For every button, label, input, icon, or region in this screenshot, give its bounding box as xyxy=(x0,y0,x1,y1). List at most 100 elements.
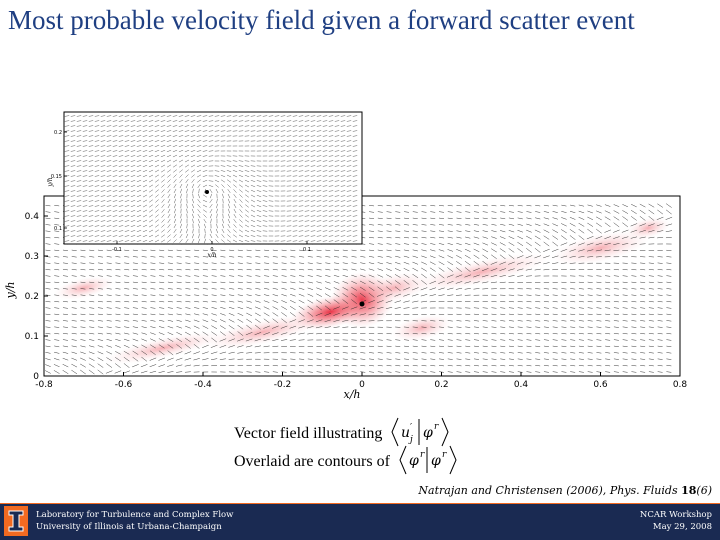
vector-arrow xyxy=(456,236,462,239)
vector-arrow xyxy=(535,333,541,335)
vector-arrow xyxy=(132,275,138,277)
vector-arrow xyxy=(631,307,637,309)
vector-arrow xyxy=(376,300,384,303)
inset-vector-arrow xyxy=(322,155,328,157)
vector-arrow xyxy=(508,365,514,367)
vector-arrow xyxy=(631,345,637,347)
vector-arrow xyxy=(263,294,270,297)
inset-vector-arrow xyxy=(214,125,220,127)
vector-arrow xyxy=(605,358,611,360)
vector-arrow xyxy=(45,224,51,226)
vector-arrow xyxy=(150,262,156,264)
vector-arrow xyxy=(194,249,200,251)
vector-arrow xyxy=(430,320,436,322)
vector-arrow xyxy=(552,223,559,227)
x-tick-label: -0.4 xyxy=(194,380,212,390)
vector-arrow xyxy=(526,301,532,303)
vector-arrow xyxy=(141,269,147,271)
vector-arrow xyxy=(561,365,567,367)
vector-arrow xyxy=(281,306,288,310)
vector-arrow xyxy=(508,320,514,322)
vector-arrow xyxy=(526,223,532,226)
vector-arrow xyxy=(368,300,375,304)
vector-arrow xyxy=(228,345,235,348)
vector-arrow xyxy=(324,287,331,291)
inset-vector-arrow xyxy=(70,120,76,122)
inset-vector-arrow xyxy=(142,150,148,152)
vector-arrow xyxy=(491,236,497,239)
vector-arrow xyxy=(604,204,611,207)
vector-arrow xyxy=(202,313,209,316)
vector-arrow xyxy=(657,288,663,290)
inset-vector-arrow xyxy=(328,115,334,117)
vector-arrow xyxy=(613,333,619,335)
vector-arrow xyxy=(45,217,51,219)
inset-vector-arrow xyxy=(256,225,262,227)
vector-arrow xyxy=(631,281,637,283)
vector-arrow xyxy=(88,345,95,348)
inset-vector-arrow xyxy=(76,210,82,212)
vector-arrow xyxy=(587,333,593,335)
vector-arrow xyxy=(605,365,611,367)
vector-arrow xyxy=(534,223,541,226)
inset-vector-arrow xyxy=(262,195,268,197)
inset-vector-arrow xyxy=(94,115,100,117)
vector-arrow xyxy=(176,326,182,329)
vector-arrow xyxy=(543,326,549,328)
inset-vector-arrow xyxy=(352,155,358,157)
vector-arrow xyxy=(404,352,410,354)
inset-vector-arrow xyxy=(316,170,322,172)
vector-arrow xyxy=(386,352,392,354)
inset-vector-arrow xyxy=(310,160,316,162)
vector-arrow xyxy=(299,358,305,360)
vector-arrow xyxy=(395,371,401,373)
vector-arrow xyxy=(412,243,418,245)
vector-arrow xyxy=(534,241,541,247)
inset-vector-arrow xyxy=(210,228,212,234)
vector-arrow xyxy=(666,345,672,347)
vector-arrow xyxy=(622,269,628,271)
vector-arrow xyxy=(482,320,488,322)
vector-arrow xyxy=(386,358,392,360)
inset-vector-arrow xyxy=(190,159,196,163)
vector-arrow xyxy=(526,345,532,347)
vector-arrow xyxy=(132,281,138,283)
vector-arrow xyxy=(657,262,663,264)
inset-vector-arrow xyxy=(172,149,178,153)
vector-arrow xyxy=(570,333,576,335)
vector-arrow xyxy=(481,268,489,272)
inset-vector-arrow xyxy=(76,135,82,137)
inset-vector-arrow xyxy=(244,179,250,183)
vector-arrow xyxy=(578,242,585,246)
vector-arrow xyxy=(465,224,471,226)
inset-vector-arrow xyxy=(154,125,160,127)
vector-arrow xyxy=(315,312,323,316)
vector-arrow xyxy=(114,370,122,374)
inset-vector-arrow xyxy=(124,130,130,132)
vector-arrow xyxy=(264,288,270,290)
inset-vector-arrow xyxy=(322,130,328,132)
inset-vector-arrow xyxy=(334,240,340,242)
inset-vector-arrow xyxy=(149,204,153,208)
vector-arrow xyxy=(176,307,182,309)
vector-arrow xyxy=(578,339,584,341)
inset-vector-arrow xyxy=(88,215,94,217)
vector-arrow xyxy=(430,224,436,226)
vector-arrow xyxy=(613,294,619,296)
vector-arrow xyxy=(386,268,392,271)
vector-arrow xyxy=(369,371,375,373)
inset-vector-arrow xyxy=(112,175,118,177)
vector-arrow xyxy=(106,301,112,303)
vector-arrow xyxy=(666,262,672,264)
inset-vector-arrow xyxy=(106,165,112,167)
vector-arrow xyxy=(62,256,68,258)
vector-arrow xyxy=(71,275,77,277)
vector-arrow xyxy=(517,339,523,341)
vector-arrow xyxy=(665,230,672,232)
inset-vector-arrow xyxy=(220,170,226,172)
inset-vector-arrow xyxy=(340,205,346,207)
inset-vector-arrow xyxy=(148,164,154,168)
inset-vector-arrow xyxy=(346,215,352,217)
inset-vector-arrow xyxy=(298,150,304,152)
inset-vector-arrow xyxy=(310,175,316,177)
